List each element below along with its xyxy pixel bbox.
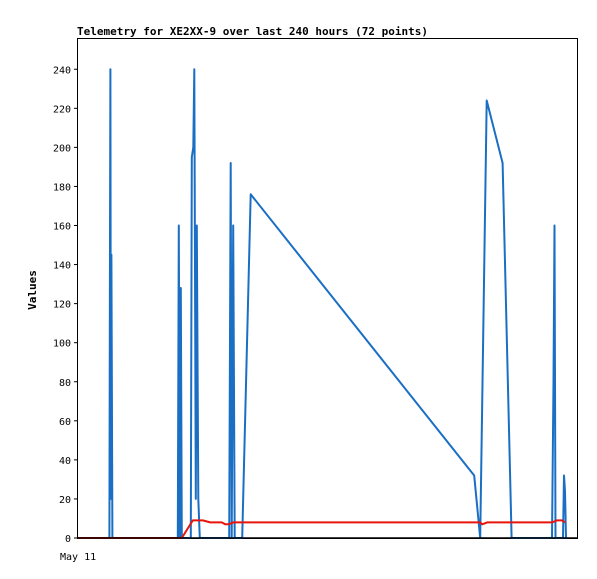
plot-frame [77, 38, 578, 539]
y-tick-label: 120 [53, 300, 71, 311]
y-tick-label: 20 [59, 495, 71, 506]
y-tick-label: 0 [65, 534, 71, 545]
x-tick-label: May 11 [60, 552, 96, 563]
y-tick-label: 240 [53, 65, 71, 76]
y-tick-label: 220 [53, 104, 71, 115]
series-layer [78, 68, 577, 539]
y-tick-label: 200 [53, 143, 71, 154]
y-tick-label: 60 [59, 417, 71, 428]
y-tick-label: 140 [53, 261, 71, 272]
x-axis: May 11 [60, 552, 96, 563]
series-line-2 [78, 519, 566, 539]
y-tick-label: 80 [59, 378, 71, 389]
chart-title: Telemetry for XE2XX-9 over last 240 hour… [77, 25, 428, 38]
y-tick-label: 180 [53, 182, 71, 193]
y-axis: 0 20 40 60 80 100 120 140 160 180 200 220 240 [53, 65, 78, 545]
y-tick-label: 100 [53, 339, 71, 350]
y-axis-label: Values [26, 270, 39, 310]
y-tick-label: 40 [59, 456, 71, 467]
y-tick-label: 160 [53, 222, 71, 233]
series-line-1 [78, 68, 567, 539]
